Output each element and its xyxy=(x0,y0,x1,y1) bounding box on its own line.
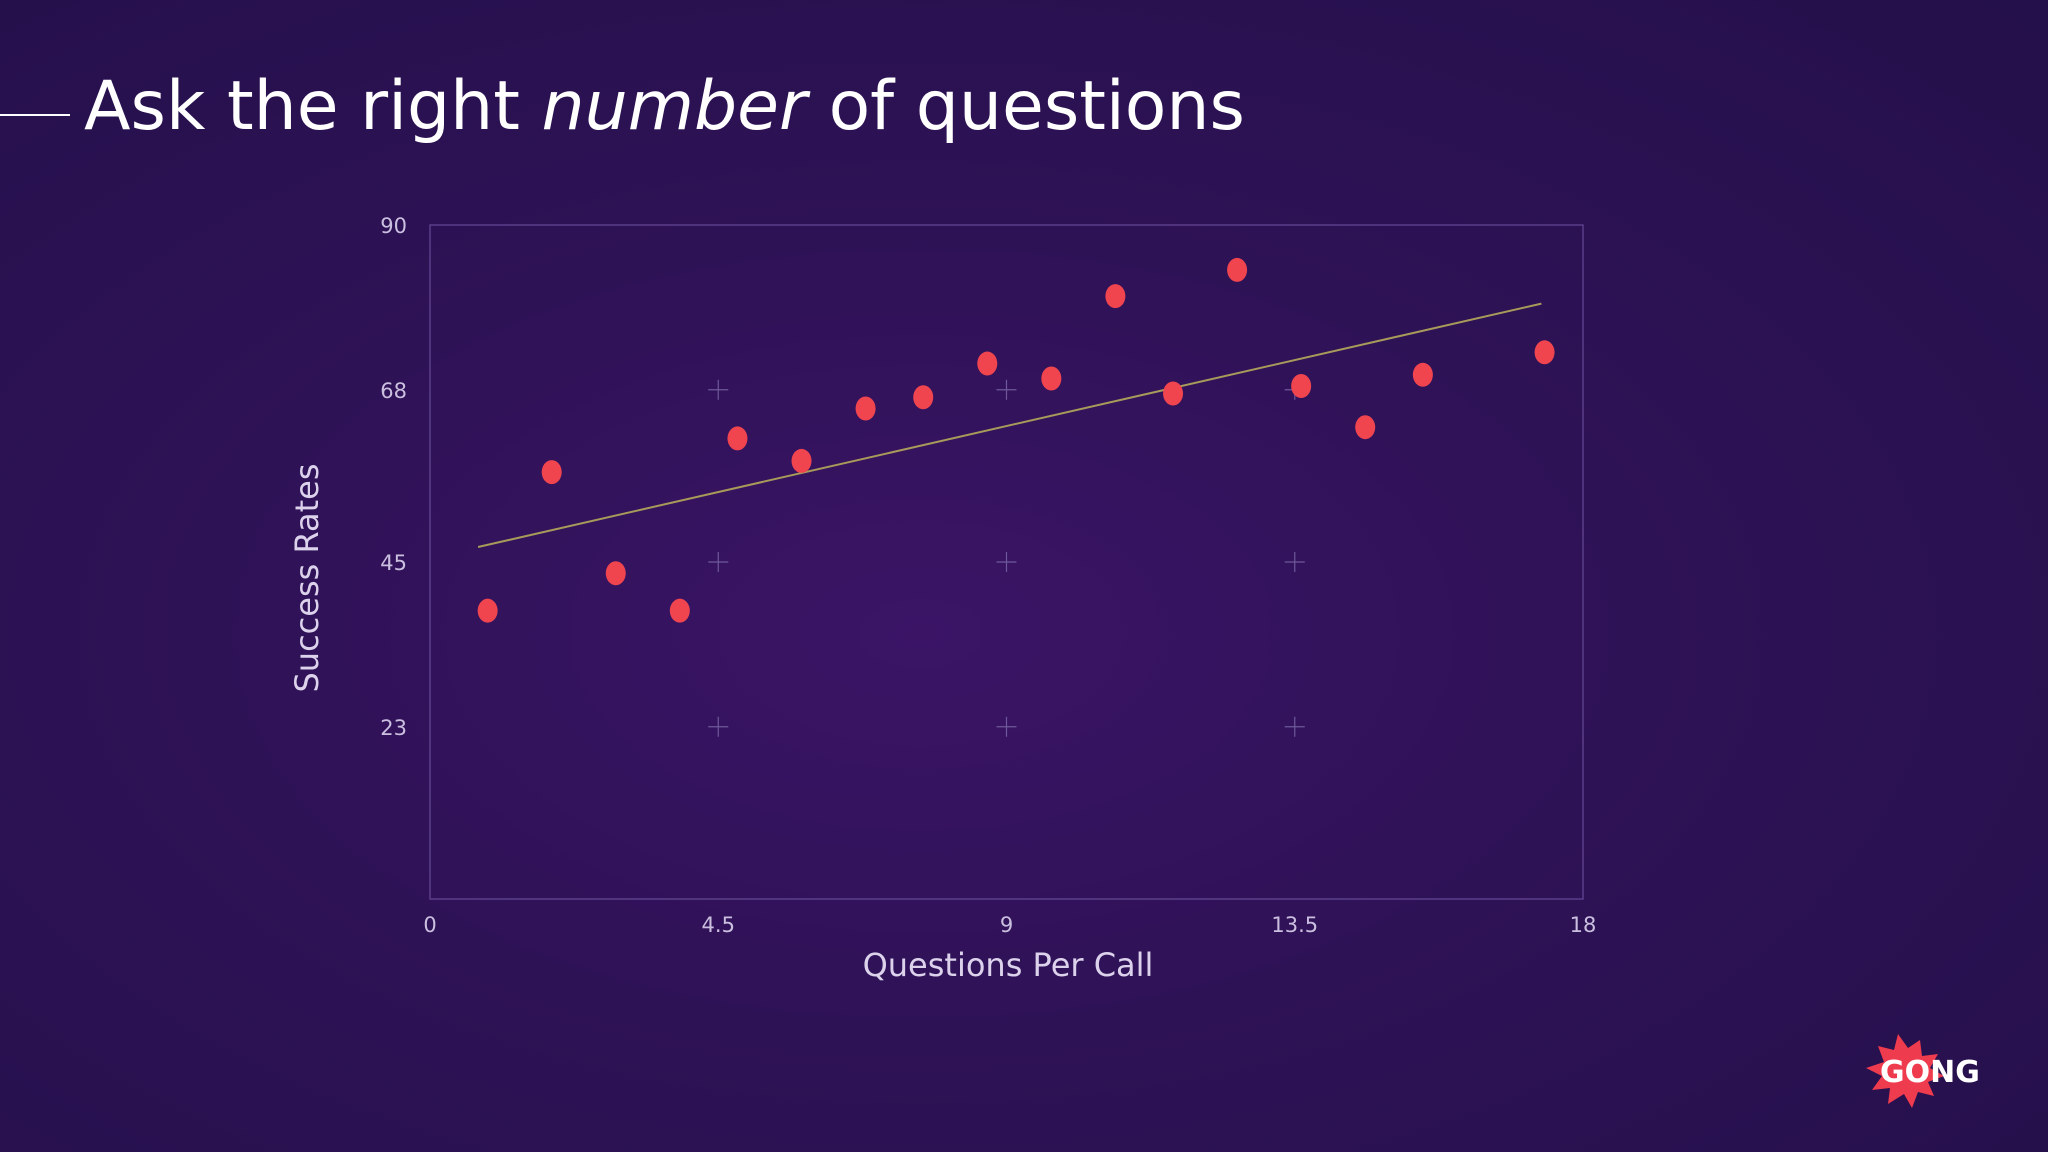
x-tick-label: 9 xyxy=(1000,913,1013,937)
data-point xyxy=(1227,257,1248,282)
gong-logo: GONG xyxy=(1866,1034,1980,1108)
x-tick-label: 0 xyxy=(423,913,436,937)
title-rule xyxy=(0,114,70,116)
title-text-start: Ask the right xyxy=(84,67,542,146)
y-tick-label: 90 xyxy=(380,214,407,238)
data-point xyxy=(541,460,562,485)
trend-line xyxy=(477,302,1542,548)
page-title: Ask the right number of questions xyxy=(84,62,1245,152)
y-tick-label: 23 xyxy=(380,716,407,740)
title-text-emphasis: number xyxy=(541,67,807,146)
gong-logo-burst xyxy=(1866,1034,1944,1108)
x-tick-labels: 0 4.5 9 13.5 18 xyxy=(423,913,1596,937)
x-tick-label: 18 xyxy=(1570,913,1597,937)
data-point xyxy=(1105,284,1126,309)
data-point xyxy=(913,385,934,410)
data-points xyxy=(477,257,1555,623)
grid-markers xyxy=(708,379,1305,737)
y-tick-labels: 23 45 68 90 xyxy=(380,214,407,740)
data-point xyxy=(1041,366,1062,391)
data-point xyxy=(1355,415,1376,440)
x-tick-label: 13.5 xyxy=(1271,913,1318,937)
data-point xyxy=(477,598,498,623)
gong-logo-text: GONG xyxy=(1880,1055,1980,1090)
data-point xyxy=(977,351,998,376)
data-point xyxy=(669,598,690,623)
y-axis-label: Success Rates xyxy=(288,463,326,692)
data-point xyxy=(727,426,748,451)
x-axis-label: Questions Per Call xyxy=(863,946,1154,984)
y-tick-label: 68 xyxy=(380,379,407,403)
data-point xyxy=(1291,374,1312,399)
data-point xyxy=(855,396,876,421)
data-point xyxy=(791,448,812,473)
data-point xyxy=(1163,381,1184,406)
x-tick-label: 4.5 xyxy=(702,913,735,937)
plot-frame xyxy=(429,224,1584,900)
data-point xyxy=(1534,340,1555,365)
title-text-end: of questions xyxy=(806,67,1245,146)
y-tick-label: 45 xyxy=(380,551,407,575)
data-point xyxy=(1412,362,1433,387)
data-point xyxy=(605,561,626,586)
